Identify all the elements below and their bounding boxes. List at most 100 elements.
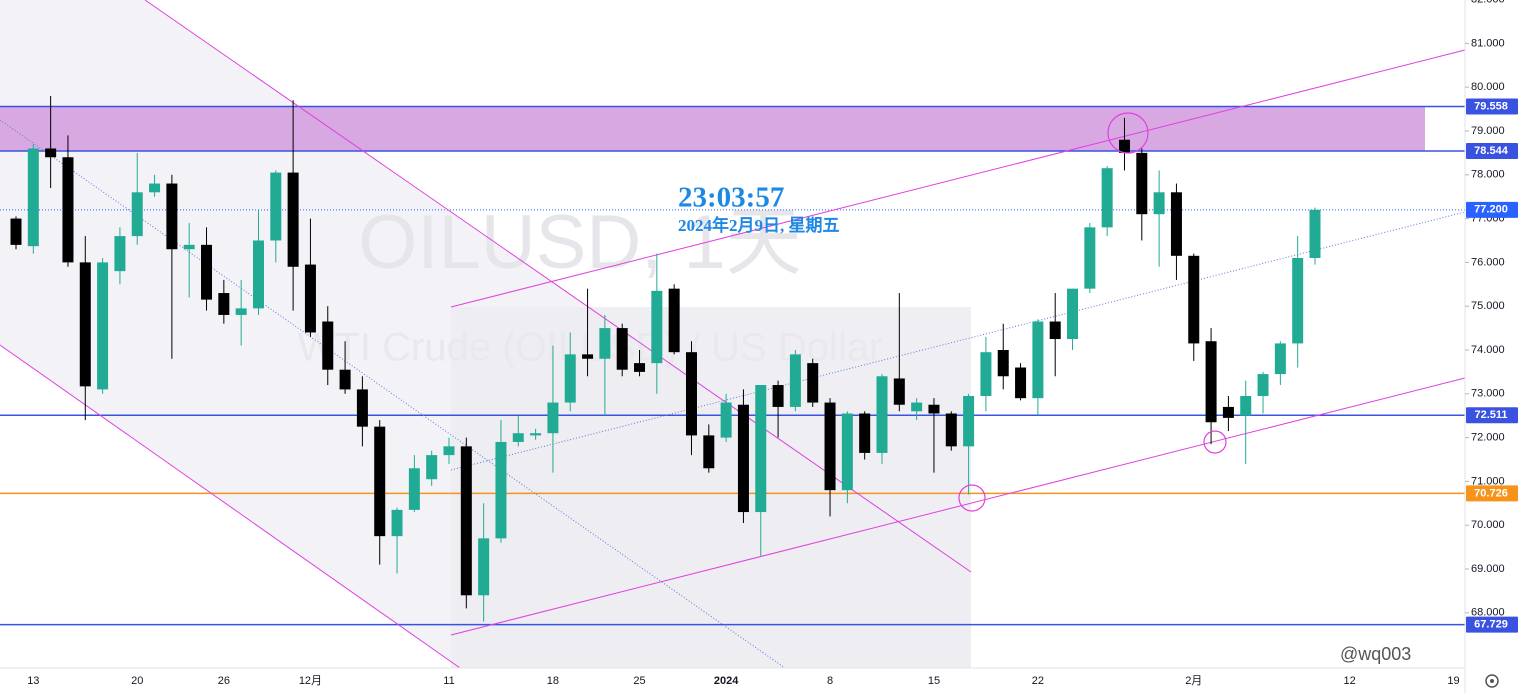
candle-body (218, 293, 230, 315)
candle-body (1118, 139, 1130, 153)
price-level-box (1466, 98, 1518, 115)
candle-body (859, 413, 871, 453)
candle-body (460, 446, 472, 596)
price-level-label: 70.726 (1474, 487, 1508, 499)
highlight-circle (958, 484, 986, 512)
x-tick-label: 12月 (299, 675, 322, 687)
x-tick-label: 20 (131, 675, 143, 687)
candle-body (547, 402, 559, 434)
y-tick-label: 73.000 (1471, 388, 1505, 400)
x-tick-label: 11 (443, 675, 454, 687)
candle-body (339, 369, 351, 390)
candle-body (356, 389, 368, 427)
candle-body (1240, 395, 1252, 416)
candle-body (1136, 152, 1148, 215)
time-axis (0, 668, 1465, 693)
y-tick-label: 75.000 (1471, 300, 1505, 312)
candle-body (893, 378, 905, 405)
x-tick-label: 12 (1344, 675, 1356, 687)
candle-body (114, 236, 126, 272)
y-tick-label: 82.000 (1471, 0, 1505, 5)
candle-body (45, 148, 57, 158)
candle-body (1101, 168, 1113, 228)
candle-body (1205, 341, 1217, 423)
y-tick-label: 81.000 (1471, 37, 1505, 49)
settings-icon[interactable] (1485, 674, 1499, 688)
y-tick-label: 70.000 (1471, 519, 1505, 531)
candle-body (1188, 255, 1200, 344)
candle-body (1274, 343, 1286, 375)
price-level-label: 77.200 (1474, 204, 1508, 216)
candle-body (1309, 209, 1321, 259)
candle-body (807, 363, 819, 403)
price-level-box (1466, 407, 1518, 424)
candle-body (1257, 374, 1269, 396)
candle-body (1049, 321, 1061, 340)
x-tick-label: 18 (547, 675, 559, 687)
y-tick-label: 72.000 (1471, 432, 1505, 444)
price-level-box (1466, 616, 1518, 633)
candle-layer (10, 95, 1321, 622)
candle-body (201, 244, 213, 300)
candle-body (270, 172, 282, 241)
x-tick-label: 2024 (714, 675, 739, 687)
y-tick-label: 78.000 (1471, 169, 1505, 181)
candle-body (1292, 258, 1304, 344)
candle-body (478, 538, 490, 596)
candle-body (582, 354, 594, 359)
candle-body (1084, 227, 1096, 289)
y-tick-label: 74.000 (1471, 344, 1505, 356)
candle-body (27, 148, 39, 247)
candle-body (287, 172, 299, 267)
candle-body (252, 240, 264, 309)
candle-body (997, 349, 1009, 377)
x-tick-label: 26 (218, 675, 230, 687)
trend-midline (450, 211, 1466, 471)
candle-body (720, 402, 732, 438)
candle-body (599, 328, 611, 359)
watermark-description: WTI Crude (OILUSD) / US Dollar (298, 326, 883, 370)
price-level-box (1466, 201, 1518, 218)
candle-body (564, 354, 576, 403)
candle-body (1153, 192, 1165, 215)
y-tick-label: 68.000 (1471, 607, 1505, 619)
candle-body (79, 262, 91, 387)
candle-body (616, 328, 628, 370)
candle-body (235, 308, 247, 315)
x-tick-label: 22 (1032, 675, 1044, 687)
candle-body (495, 441, 507, 539)
candle-body (304, 264, 316, 333)
candle-body (789, 354, 801, 407)
candle-body (374, 426, 386, 537)
range-shade (451, 307, 971, 668)
candle-body (530, 433, 542, 436)
candle-body (1032, 321, 1044, 399)
candle-body (945, 413, 957, 447)
candle-body (772, 385, 784, 407)
candle-body (322, 321, 334, 370)
candle-body (408, 468, 420, 510)
candle-body (391, 509, 403, 537)
y-tick-label: 79.000 (1471, 125, 1505, 137)
candle-body (1015, 367, 1027, 399)
zone-layer (0, 105, 1465, 626)
watermark-symbol: OILUSD, 1天 (358, 200, 801, 285)
trend-line (450, 377, 1466, 636)
supply-zone (0, 106, 1425, 151)
price-level-box (1466, 485, 1518, 502)
candle-body (97, 262, 109, 390)
x-tick-label: 8 (827, 675, 833, 687)
candle-body (980, 352, 992, 396)
highlight-circle (1203, 430, 1227, 454)
credit: @wq003 (1340, 644, 1411, 664)
candle-body (911, 402, 923, 412)
price-level-label: 78.544 (1474, 145, 1509, 157)
candle-body (1222, 406, 1234, 418)
x-tick-label: 25 (633, 675, 645, 687)
settings-icon-dot (1490, 679, 1494, 683)
candle-body (651, 290, 663, 364)
candle-body (131, 192, 143, 237)
x-tick-label: 15 (928, 675, 940, 687)
candle-body (634, 363, 646, 372)
